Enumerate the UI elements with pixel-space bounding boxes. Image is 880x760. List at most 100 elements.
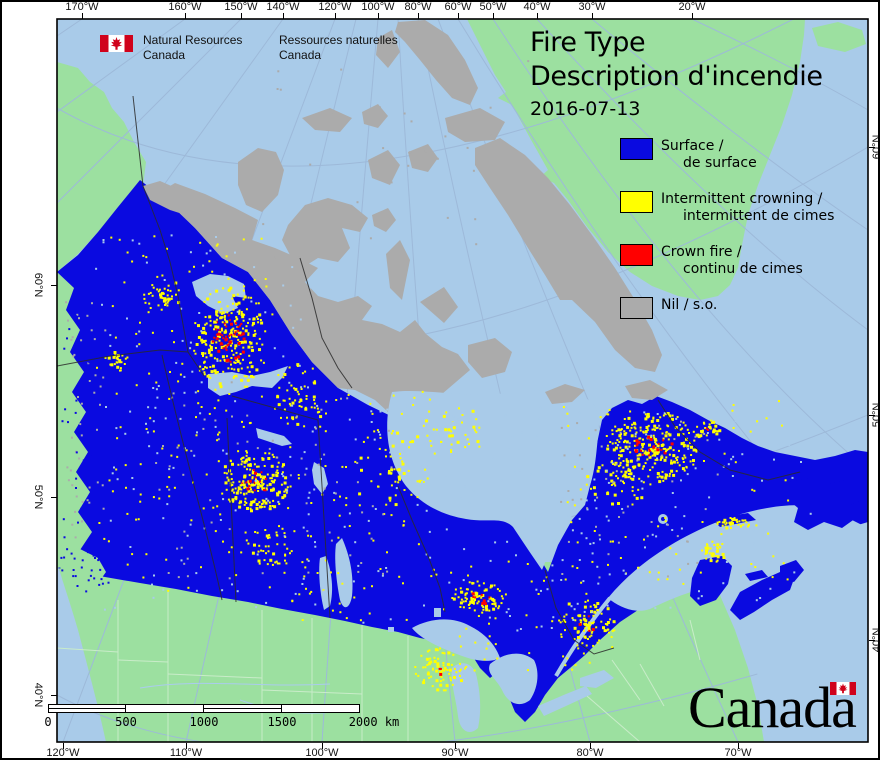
map-speckle (612, 481, 616, 485)
map-speckle (224, 335, 227, 338)
map-speckle (536, 434, 539, 437)
map-speckle (211, 364, 215, 368)
map-speckle (695, 433, 699, 437)
map-speckle (158, 288, 161, 291)
map-speckle (278, 502, 281, 505)
map-speckle (493, 602, 497, 606)
map-speckle (293, 530, 296, 533)
map-speckle (91, 420, 94, 422)
map-speckle (276, 456, 279, 459)
map-speckle (205, 322, 208, 325)
map-speckle (644, 452, 647, 455)
map-speckle (362, 621, 365, 624)
map-speckle (800, 461, 802, 463)
map-speckle (667, 438, 670, 441)
map-speckle (269, 505, 272, 507)
prince-edward-island (745, 570, 768, 581)
map-speckle (371, 505, 374, 508)
map-speckle (587, 638, 589, 640)
map-speckle (303, 451, 306, 454)
map-speckle (606, 621, 610, 624)
map-speckle (570, 442, 573, 445)
map-speckle (653, 424, 657, 428)
map-speckle (246, 487, 250, 491)
map-speckle (714, 430, 717, 432)
map-speckle (209, 366, 212, 368)
map-speckle (285, 562, 288, 565)
map-speckle (661, 470, 664, 473)
map-speckle (471, 592, 475, 596)
map-speckle (706, 439, 709, 442)
map-speckle (73, 557, 76, 560)
map-speckle (208, 260, 211, 263)
map-speckle (646, 412, 650, 416)
map-speckle (304, 406, 307, 409)
map-speckle (268, 243, 271, 246)
map-speckle (125, 486, 127, 489)
grid-tick-top (591, 13, 593, 19)
map-speckle (255, 507, 259, 511)
map-speckle (61, 420, 64, 423)
map-speckle (282, 284, 285, 287)
map-speckle (394, 494, 397, 497)
fire-speckles (60, 60, 812, 692)
map-speckle (172, 466, 175, 469)
map-speckle (220, 346, 224, 349)
map-speckle (379, 106, 381, 109)
map-speckle (591, 628, 595, 631)
map-speckle (296, 415, 298, 418)
map-speckle (215, 310, 219, 314)
map-speckle (574, 664, 577, 667)
map-speckle (670, 469, 674, 473)
legend-swatch (620, 138, 653, 160)
map-speckle (642, 438, 644, 441)
map-speckle (619, 557, 622, 559)
map-speckle (359, 619, 362, 622)
map-speckle (239, 324, 241, 327)
grid-tick-right (869, 639, 875, 641)
map-speckle (242, 483, 246, 487)
map-speckle (755, 524, 758, 527)
map-speckle (642, 481, 645, 484)
legend-label-line1: Surface / (661, 138, 724, 154)
map-speckle (154, 406, 157, 409)
map-speckle (76, 585, 79, 587)
map-speckle (526, 563, 529, 565)
map-speckle (442, 664, 445, 667)
map-speckle (190, 519, 193, 522)
map-speckle (312, 395, 316, 399)
map-speckle (381, 574, 384, 577)
map-speckle (246, 507, 249, 510)
map-speckle (674, 506, 677, 509)
map-speckle (672, 460, 676, 464)
map-speckle (618, 516, 620, 518)
map-speckle (80, 566, 83, 569)
map-speckle (213, 407, 216, 410)
map-speckle (221, 589, 224, 592)
map-speckle (540, 589, 542, 592)
map-speckle (368, 612, 371, 615)
map-speckle (260, 359, 263, 362)
map-speckle (302, 577, 305, 580)
map-speckle (464, 485, 466, 488)
map-speckle (641, 443, 645, 446)
map-speckle (647, 475, 650, 478)
map-speckle (260, 549, 263, 552)
map-speckle (202, 264, 205, 267)
map-speckle (623, 423, 626, 426)
map-speckle (654, 447, 657, 449)
map-speckle (631, 423, 634, 426)
map-speckle (462, 600, 465, 603)
map-speckle (439, 680, 442, 683)
map-speckle (162, 299, 166, 303)
map-speckle (177, 380, 180, 383)
map-speckle (615, 463, 618, 466)
map-speckle (397, 468, 401, 472)
map-speckle (652, 434, 655, 437)
map-speckle (209, 324, 212, 327)
map-speckle (712, 420, 716, 424)
map-speckle (680, 443, 683, 446)
map-speckle (155, 388, 158, 391)
map-speckle (543, 579, 545, 582)
map-speckle (170, 297, 173, 300)
